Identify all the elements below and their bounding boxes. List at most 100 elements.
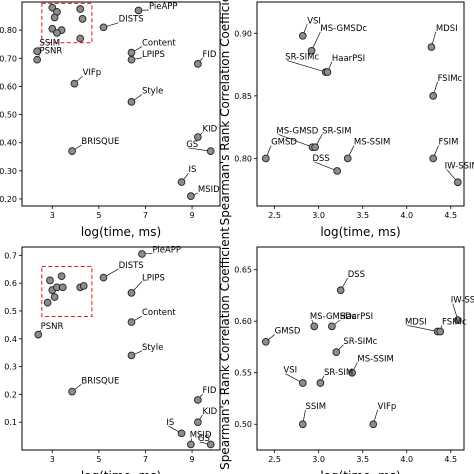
point-label: VIFp [83, 68, 102, 78]
y-tick-label: 0.30 [0, 167, 17, 176]
data-point [76, 34, 85, 43]
y-tick-label: 0.80 [0, 26, 17, 35]
y-tick-label: 0.70 [0, 54, 17, 63]
data-point [307, 46, 316, 55]
data-point [177, 178, 186, 186]
data-point [369, 420, 378, 429]
data-point [187, 192, 195, 201]
point-label: MS-GMSDc [320, 24, 367, 34]
point-label: KID [203, 124, 218, 134]
x-tick-label: 3.0 [312, 455, 325, 464]
data-point [453, 316, 462, 325]
x-tick-label: 5 [96, 211, 101, 220]
y-tick-label: 0.40 [0, 139, 17, 148]
point-label: Content [142, 308, 176, 318]
y-tick-label: 0.50 [234, 420, 252, 429]
data-point [53, 29, 61, 37]
data-point [58, 283, 67, 292]
point-label: SR-SIM [324, 368, 353, 378]
x-axis-label: log(time, ms) [81, 469, 161, 474]
chart-panel-1: 3 5 7 9 0.20 0.30 0.40 0.50 0.60 0.70 0.80 log(time… [0, 1, 221, 239]
point-label: GMSD [275, 327, 301, 337]
point-label: MDSI [436, 24, 458, 34]
data-point [429, 154, 438, 163]
point-label: DISTS [119, 261, 144, 271]
x-tick-label: 4.5 [444, 455, 457, 464]
data-point [453, 178, 462, 187]
x-tick-label: 3 [50, 455, 55, 464]
data-point [206, 147, 215, 155]
data-point [127, 318, 136, 326]
data-point [33, 47, 41, 56]
data-point [348, 368, 356, 377]
data-point [76, 5, 85, 13]
data-point [298, 420, 307, 429]
label-leader-line [278, 134, 313, 148]
data-point [43, 298, 52, 307]
data-point [298, 31, 307, 40]
point-label: SSIM [39, 39, 60, 49]
point-label: SSIM [305, 402, 326, 412]
data-point [127, 48, 136, 57]
x-tick-label: 3.5 [356, 211, 369, 220]
data-point [194, 133, 202, 141]
y-axis-label: Spearman's Rank Correlation Coefficient [218, 0, 232, 225]
point-label: LPIPS [142, 50, 165, 60]
point-label: FID [203, 386, 217, 396]
x-axis-label: log(time, ms) [81, 225, 161, 239]
data-point [436, 327, 445, 336]
x-tick-label: 3.5 [356, 455, 369, 464]
x-tick-label: 2.5 [268, 455, 281, 464]
point-label: VSI [283, 366, 297, 376]
point-label: SR-SIM [322, 126, 351, 136]
data-point [68, 147, 76, 155]
data-point [99, 23, 108, 32]
point-label: IW-SSIM [445, 161, 474, 171]
point-label: DSS [348, 270, 365, 280]
data-point [50, 293, 59, 301]
point-label: PieAPP [149, 2, 178, 12]
data-point [333, 167, 342, 175]
x-tick-label: 3 [50, 211, 55, 220]
zoom-region-box [41, 265, 93, 318]
point-label: HaarPSI [340, 312, 373, 322]
x-tick-label: 5 [96, 455, 101, 464]
plot-frame [21, 1, 221, 207]
data-point [187, 440, 195, 449]
point-label: DSS [312, 154, 329, 164]
x-tick-label: 4.0 [400, 455, 413, 464]
point-label: SR-SIMc [285, 53, 319, 63]
data-point [194, 396, 202, 404]
data-point [48, 24, 57, 33]
point-label: MS-GMSDc [310, 312, 357, 322]
data-point [127, 289, 136, 297]
x-tick-label: 9 [190, 211, 195, 220]
point-label: MS-SSIM [354, 138, 390, 148]
point-label: MDSI [405, 317, 427, 327]
point-label: MS-GMSD [276, 126, 318, 136]
data-point [68, 387, 76, 396]
data-point [310, 322, 319, 331]
y-tick-label: 0.55 [234, 369, 252, 378]
x-axis-label: log(time, ms) [320, 469, 400, 474]
y-tick-label: 0.90 [234, 29, 252, 38]
y-tick-label: 0.3 [4, 363, 17, 372]
data-point [261, 337, 270, 346]
y-tick-label: 0.85 [234, 92, 252, 101]
data-point [70, 79, 79, 88]
data-point [127, 98, 136, 106]
point-label: PSNR [39, 46, 62, 56]
data-point [206, 440, 215, 449]
point-label: IS [189, 165, 197, 175]
data-point [336, 286, 345, 295]
x-tick-label: 3.0 [312, 211, 325, 220]
data-point [79, 282, 88, 290]
point-label: PieAPP [152, 246, 181, 256]
y-tick-label: 0.80 [234, 154, 252, 163]
point-label: FSIMc [442, 317, 467, 327]
point-label: BRISQUE [81, 376, 119, 386]
point-label: DISTS [119, 15, 144, 25]
zoom-region-box [41, 2, 93, 44]
point-label: MSID [190, 430, 212, 440]
chart-panel-2: 2.5 3.0 3.5 4.0 4.5 0.80 0.85 0.90 log(time, ms)… [218, 0, 474, 239]
